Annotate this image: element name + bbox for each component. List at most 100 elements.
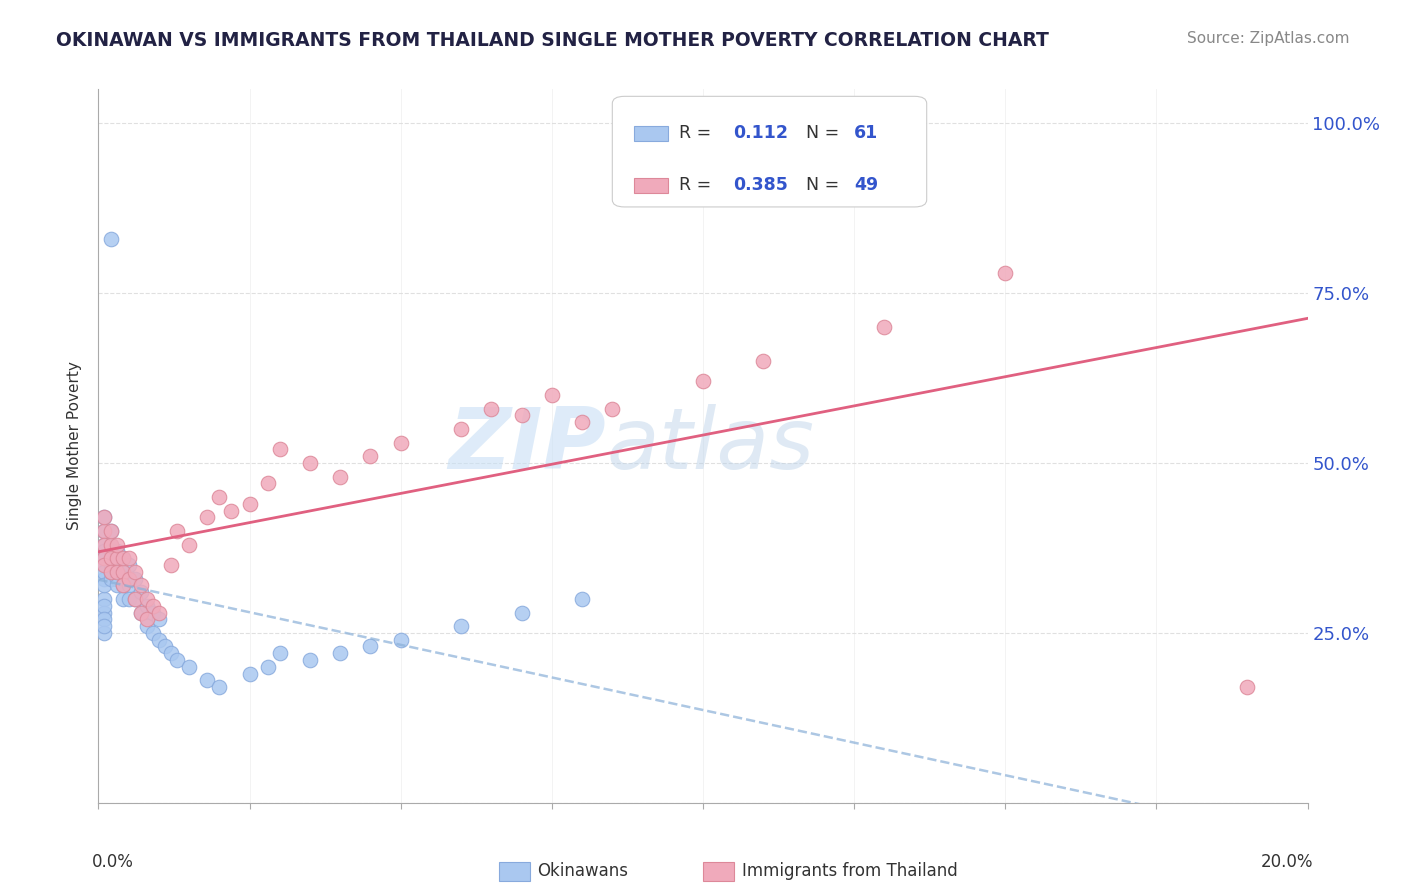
- Point: [124, 565, 146, 579]
- Point: [129, 585, 152, 599]
- Point: [93, 558, 115, 572]
- Point: [111, 565, 134, 579]
- Point: [571, 591, 593, 606]
- Point: [329, 469, 352, 483]
- Text: 0.385: 0.385: [734, 176, 789, 194]
- Point: [124, 591, 146, 606]
- Point: [105, 572, 128, 586]
- Point: [100, 565, 122, 579]
- Text: Source: ZipAtlas.com: Source: ZipAtlas.com: [1187, 31, 1350, 46]
- Point: [299, 653, 322, 667]
- Point: [450, 422, 472, 436]
- Point: [93, 524, 115, 538]
- Point: [100, 565, 122, 579]
- Text: Okinawans: Okinawans: [537, 863, 628, 880]
- Text: 49: 49: [855, 176, 879, 194]
- Point: [179, 537, 201, 551]
- Point: [692, 375, 714, 389]
- Point: [93, 551, 115, 566]
- Point: [105, 551, 128, 566]
- Point: [256, 660, 278, 674]
- Point: [1236, 680, 1258, 694]
- Point: [129, 606, 152, 620]
- Point: [510, 606, 533, 620]
- Point: [239, 666, 262, 681]
- Point: [100, 551, 122, 566]
- Point: [208, 490, 231, 504]
- Point: [389, 632, 412, 647]
- Point: [153, 640, 176, 654]
- Point: [166, 653, 188, 667]
- Point: [100, 551, 122, 566]
- Point: [111, 578, 134, 592]
- Point: [221, 503, 243, 517]
- Text: Immigrants from Thailand: Immigrants from Thailand: [742, 863, 957, 880]
- Point: [135, 599, 157, 613]
- Point: [93, 606, 115, 620]
- Text: N =: N =: [806, 124, 839, 142]
- Point: [360, 640, 382, 654]
- Point: [256, 476, 278, 491]
- Point: [142, 626, 165, 640]
- Point: [752, 354, 775, 368]
- Point: [135, 612, 157, 626]
- Point: [510, 409, 533, 423]
- Point: [160, 646, 183, 660]
- Text: R =: R =: [679, 124, 711, 142]
- Point: [111, 578, 134, 592]
- Point: [269, 646, 291, 660]
- Point: [93, 551, 115, 566]
- Point: [93, 510, 115, 524]
- Text: 0.112: 0.112: [734, 124, 789, 142]
- Point: [105, 551, 128, 566]
- Point: [299, 456, 322, 470]
- Point: [148, 606, 170, 620]
- Point: [148, 612, 170, 626]
- Point: [602, 401, 624, 416]
- Point: [195, 673, 218, 688]
- Point: [360, 449, 382, 463]
- Point: [179, 660, 201, 674]
- Point: [100, 558, 122, 572]
- Point: [450, 619, 472, 633]
- FancyBboxPatch shape: [613, 96, 927, 207]
- Point: [93, 626, 115, 640]
- Point: [105, 537, 128, 551]
- Point: [135, 591, 157, 606]
- Point: [105, 544, 128, 558]
- Text: OKINAWAN VS IMMIGRANTS FROM THAILAND SINGLE MOTHER POVERTY CORRELATION CHART: OKINAWAN VS IMMIGRANTS FROM THAILAND SIN…: [56, 31, 1049, 50]
- Point: [93, 565, 115, 579]
- Point: [540, 388, 562, 402]
- Point: [129, 578, 152, 592]
- Point: [166, 524, 188, 538]
- Point: [571, 415, 593, 429]
- Point: [93, 599, 115, 613]
- Point: [118, 558, 141, 572]
- Point: [111, 551, 134, 566]
- Point: [118, 551, 141, 566]
- Point: [148, 632, 170, 647]
- Point: [93, 619, 115, 633]
- Point: [135, 619, 157, 633]
- Text: 0.0%: 0.0%: [93, 853, 134, 871]
- Point: [389, 435, 412, 450]
- Point: [105, 565, 128, 579]
- Point: [93, 510, 115, 524]
- Y-axis label: Single Mother Poverty: Single Mother Poverty: [67, 361, 83, 531]
- Point: [111, 565, 134, 579]
- Point: [142, 599, 165, 613]
- Point: [93, 591, 115, 606]
- Point: [100, 544, 122, 558]
- Point: [100, 572, 122, 586]
- Text: N =: N =: [806, 176, 839, 194]
- Point: [239, 497, 262, 511]
- Point: [93, 544, 115, 558]
- Point: [208, 680, 231, 694]
- Point: [93, 537, 115, 551]
- Point: [100, 232, 122, 246]
- Point: [124, 591, 146, 606]
- Point: [994, 266, 1017, 280]
- Point: [111, 551, 134, 566]
- Text: R =: R =: [679, 176, 711, 194]
- Point: [195, 510, 218, 524]
